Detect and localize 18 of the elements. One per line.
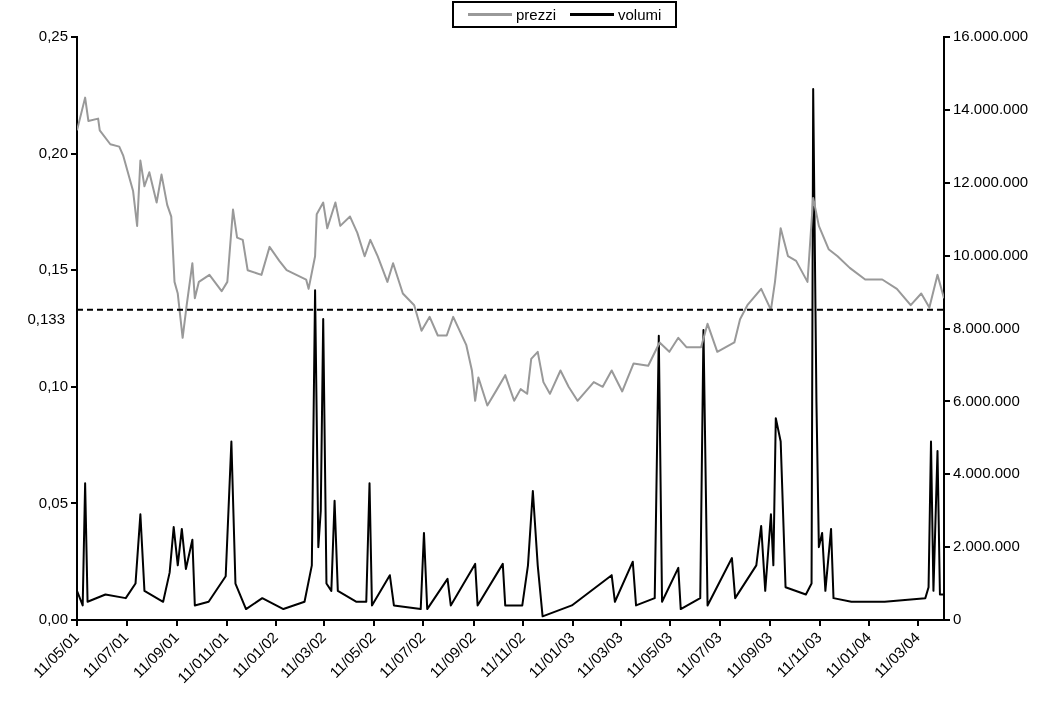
y2-tick-label: 14.000.000: [953, 100, 1029, 118]
ref-line-label: 0,133: [27, 309, 65, 327]
legend-label: volumi: [618, 6, 662, 23]
y-tick-label: 0,10: [38, 376, 68, 394]
y2-tick-label: 6.000.000: [953, 391, 1020, 409]
y-tick-label: 0,15: [38, 260, 68, 278]
y2-tick-label: 8.000.000: [953, 318, 1020, 336]
legend-label: prezzi: [516, 6, 557, 23]
y2-tick-label: 12.000.000: [953, 172, 1029, 190]
y-tick-label: 0,05: [38, 493, 68, 511]
y2-tick-label: 16.000.000: [953, 27, 1029, 45]
y-tick-label: 0,25: [38, 27, 68, 45]
y2-tick-label: 10.000.000: [953, 245, 1029, 263]
y2-tick-label: 0: [953, 610, 962, 628]
y-tick-label: 0,20: [38, 143, 68, 161]
y2-tick-label: 2.000.000: [953, 537, 1020, 555]
y2-tick-label: 4.000.000: [953, 464, 1020, 482]
y-tick-label: 0,00: [38, 610, 68, 628]
